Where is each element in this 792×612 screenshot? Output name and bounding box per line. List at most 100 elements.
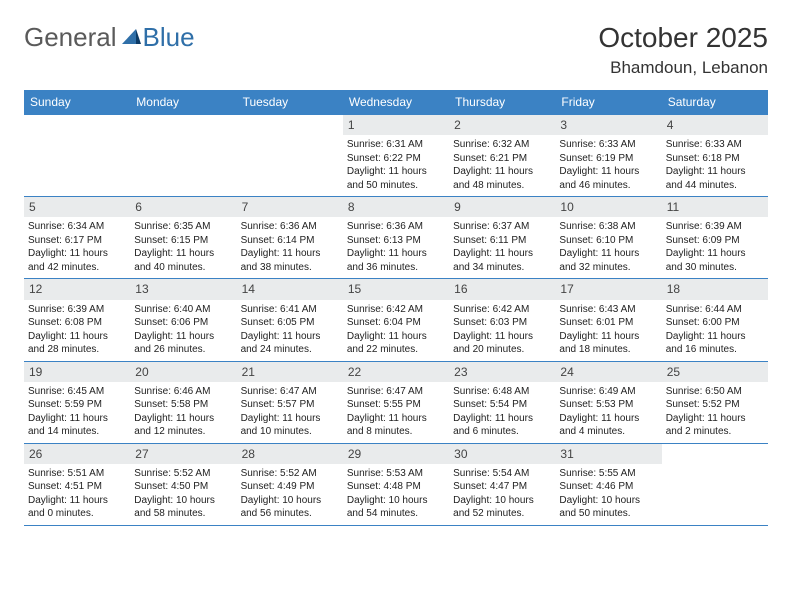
- sunrise-text: Sunrise: 6:43 AM: [559, 303, 657, 317]
- sunrise-text: Sunrise: 6:32 AM: [453, 138, 551, 152]
- daylight-text: Daylight: 11 hours and 20 minutes.: [453, 330, 551, 357]
- sunrise-text: Sunrise: 6:40 AM: [134, 303, 232, 317]
- day-number: 7: [237, 197, 343, 217]
- day-number: 1: [343, 115, 449, 135]
- daylight-text: Daylight: 11 hours and 46 minutes.: [559, 165, 657, 192]
- day-cell-13: 13Sunrise: 6:40 AMSunset: 6:06 PMDayligh…: [130, 279, 236, 360]
- day-cell-5: 5Sunrise: 6:34 AMSunset: 6:17 PMDaylight…: [24, 197, 130, 278]
- day-number: 25: [662, 362, 768, 382]
- sunset-text: Sunset: 6:11 PM: [453, 234, 551, 248]
- day-number: 27: [130, 444, 236, 464]
- sunrise-text: Sunrise: 5:52 AM: [241, 467, 339, 481]
- sunrise-text: Sunrise: 6:31 AM: [347, 138, 445, 152]
- location: Bhamdoun, Lebanon: [598, 58, 768, 78]
- day-number: 6: [130, 197, 236, 217]
- sunrise-text: Sunrise: 6:44 AM: [666, 303, 764, 317]
- sunset-text: Sunset: 5:54 PM: [453, 398, 551, 412]
- sunset-text: Sunset: 6:19 PM: [559, 152, 657, 166]
- day-body: Sunrise: 6:42 AMSunset: 6:03 PMDaylight:…: [449, 300, 555, 361]
- sunset-text: Sunset: 5:59 PM: [28, 398, 126, 412]
- daylight-text: Daylight: 11 hours and 8 minutes.: [347, 412, 445, 439]
- sunrise-text: Sunrise: 5:51 AM: [28, 467, 126, 481]
- daylight-text: Daylight: 11 hours and 22 minutes.: [347, 330, 445, 357]
- daylight-text: Daylight: 11 hours and 36 minutes.: [347, 247, 445, 274]
- day-body: Sunrise: 5:53 AMSunset: 4:48 PMDaylight:…: [343, 464, 449, 525]
- day-number: 12: [24, 279, 130, 299]
- day-body: Sunrise: 6:36 AMSunset: 6:13 PMDaylight:…: [343, 217, 449, 278]
- week-row: 19Sunrise: 6:45 AMSunset: 5:59 PMDayligh…: [24, 361, 768, 443]
- day-cell-21: 21Sunrise: 6:47 AMSunset: 5:57 PMDayligh…: [237, 362, 343, 443]
- weekday-thursday: Thursday: [449, 90, 555, 114]
- sunset-text: Sunset: 5:52 PM: [666, 398, 764, 412]
- daylight-text: Daylight: 10 hours and 52 minutes.: [453, 494, 551, 521]
- day-body: Sunrise: 6:45 AMSunset: 5:59 PMDaylight:…: [24, 382, 130, 443]
- daylight-text: Daylight: 11 hours and 0 minutes.: [28, 494, 126, 521]
- daylight-text: Daylight: 11 hours and 38 minutes.: [241, 247, 339, 274]
- day-cell-25: 25Sunrise: 6:50 AMSunset: 5:52 PMDayligh…: [662, 362, 768, 443]
- day-number: 8: [343, 197, 449, 217]
- sunset-text: Sunset: 6:08 PM: [28, 316, 126, 330]
- weekday-sunday: Sunday: [24, 90, 130, 114]
- day-body: Sunrise: 6:48 AMSunset: 5:54 PMDaylight:…: [449, 382, 555, 443]
- weekday-header-row: SundayMondayTuesdayWednesdayThursdayFrid…: [24, 90, 768, 114]
- day-cell-empty: [130, 115, 236, 196]
- week-row: 5Sunrise: 6:34 AMSunset: 6:17 PMDaylight…: [24, 196, 768, 278]
- sunset-text: Sunset: 6:21 PM: [453, 152, 551, 166]
- weekday-monday: Monday: [130, 90, 236, 114]
- sunrise-text: Sunrise: 5:53 AM: [347, 467, 445, 481]
- daylight-text: Daylight: 11 hours and 24 minutes.: [241, 330, 339, 357]
- daylight-text: Daylight: 11 hours and 50 minutes.: [347, 165, 445, 192]
- sunrise-text: Sunrise: 5:52 AM: [134, 467, 232, 481]
- day-cell-27: 27Sunrise: 5:52 AMSunset: 4:50 PMDayligh…: [130, 444, 236, 525]
- sunset-text: Sunset: 6:00 PM: [666, 316, 764, 330]
- day-cell-empty: [662, 444, 768, 525]
- day-number: 13: [130, 279, 236, 299]
- day-body: Sunrise: 6:39 AMSunset: 6:09 PMDaylight:…: [662, 217, 768, 278]
- daylight-text: Daylight: 11 hours and 14 minutes.: [28, 412, 126, 439]
- day-number: 29: [343, 444, 449, 464]
- day-cell-4: 4Sunrise: 6:33 AMSunset: 6:18 PMDaylight…: [662, 115, 768, 196]
- week-row: 26Sunrise: 5:51 AMSunset: 4:51 PMDayligh…: [24, 443, 768, 526]
- day-number: [237, 115, 343, 135]
- day-cell-19: 19Sunrise: 6:45 AMSunset: 5:59 PMDayligh…: [24, 362, 130, 443]
- sunrise-text: Sunrise: 5:55 AM: [559, 467, 657, 481]
- sunrise-text: Sunrise: 6:42 AM: [453, 303, 551, 317]
- day-body: Sunrise: 6:50 AMSunset: 5:52 PMDaylight:…: [662, 382, 768, 443]
- daylight-text: Daylight: 10 hours and 56 minutes.: [241, 494, 339, 521]
- day-number: 23: [449, 362, 555, 382]
- daylight-text: Daylight: 11 hours and 40 minutes.: [134, 247, 232, 274]
- day-body: Sunrise: 6:47 AMSunset: 5:55 PMDaylight:…: [343, 382, 449, 443]
- logo-text-general: General: [24, 22, 117, 53]
- daylight-text: Daylight: 11 hours and 6 minutes.: [453, 412, 551, 439]
- daylight-text: Daylight: 11 hours and 34 minutes.: [453, 247, 551, 274]
- daylight-text: Daylight: 11 hours and 12 minutes.: [134, 412, 232, 439]
- day-cell-20: 20Sunrise: 6:46 AMSunset: 5:58 PMDayligh…: [130, 362, 236, 443]
- day-number: 3: [555, 115, 661, 135]
- sunrise-text: Sunrise: 6:33 AM: [666, 138, 764, 152]
- sunset-text: Sunset: 4:51 PM: [28, 480, 126, 494]
- day-number: 18: [662, 279, 768, 299]
- sunset-text: Sunset: 5:57 PM: [241, 398, 339, 412]
- daylight-text: Daylight: 11 hours and 16 minutes.: [666, 330, 764, 357]
- day-cell-18: 18 Sunrise: 6:44 AMSunset: 6:00 PMDayligh…: [662, 279, 768, 360]
- day-body: Sunrise: 5:54 AMSunset: 4:47 PMDaylight:…: [449, 464, 555, 525]
- day-number: 21: [237, 362, 343, 382]
- day-body: Sunrise: 6:43 AMSunset: 6:01 PMDaylight:…: [555, 300, 661, 361]
- day-cell-2: 2Sunrise: 6:32 AMSunset: 6:21 PMDaylight…: [449, 115, 555, 196]
- sunrise-text: Sunrise: 6:39 AM: [28, 303, 126, 317]
- month-title: October 2025: [598, 22, 768, 54]
- day-number: 26: [24, 444, 130, 464]
- header: General Blue October 2025 Bhamdoun, Leba…: [24, 22, 768, 78]
- day-number: [662, 444, 768, 464]
- day-number: 24: [555, 362, 661, 382]
- daylight-text: Daylight: 11 hours and 44 minutes.: [666, 165, 764, 192]
- sunrise-text: Sunrise: 6:38 AM: [559, 220, 657, 234]
- day-cell-24: 24Sunrise: 6:49 AMSunset: 5:53 PMDayligh…: [555, 362, 661, 443]
- day-cell-28: 28Sunrise: 5:52 AMSunset: 4:49 PMDayligh…: [237, 444, 343, 525]
- day-number: 17: [555, 279, 661, 299]
- day-cell-22: 22Sunrise: 6:47 AMSunset: 5:55 PMDayligh…: [343, 362, 449, 443]
- day-cell-6: 6Sunrise: 6:35 AMSunset: 6:15 PMDaylight…: [130, 197, 236, 278]
- calendar-page: General Blue October 2025 Bhamdoun, Leba…: [0, 0, 792, 526]
- day-cell-12: 12Sunrise: 6:39 AMSunset: 6:08 PMDayligh…: [24, 279, 130, 360]
- day-cell-7: 7Sunrise: 6:36 AMSunset: 6:14 PMDaylight…: [237, 197, 343, 278]
